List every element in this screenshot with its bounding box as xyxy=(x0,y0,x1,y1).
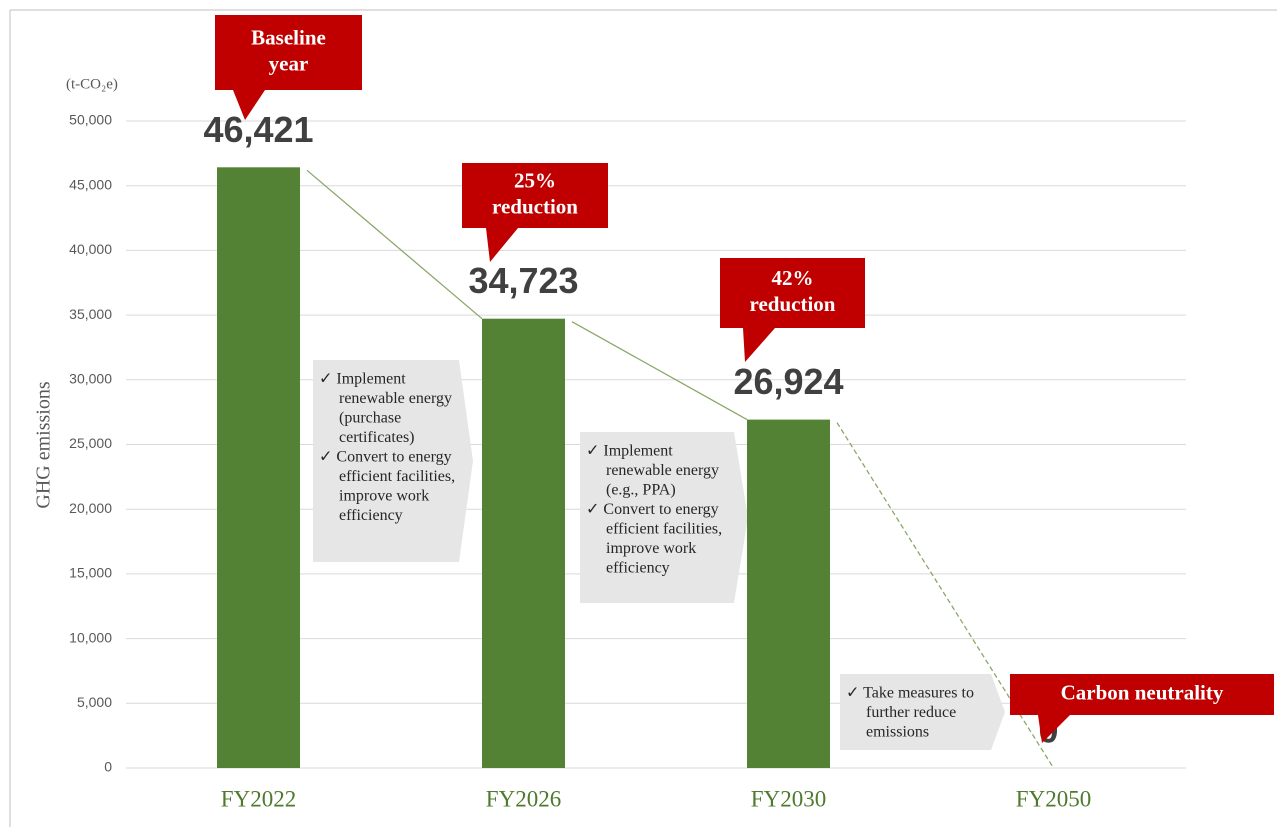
measure-text: emissions xyxy=(866,724,929,741)
unit-label: (t-CO₂e) xyxy=(66,76,118,92)
callout-box xyxy=(462,163,608,262)
callout-box xyxy=(720,258,865,362)
bar xyxy=(217,167,300,768)
y-tick-label: 50,000 xyxy=(69,112,112,128)
value-label: 46,421 xyxy=(203,109,313,150)
x-tick-label: FY2026 xyxy=(486,786,561,811)
y-tick-label: 35,000 xyxy=(69,306,112,322)
measure-text: renewable energy xyxy=(606,462,719,479)
callout-text: 42% xyxy=(772,266,814,290)
measure-text: ✓ Convert to energy xyxy=(586,501,719,518)
callout-box xyxy=(215,15,362,120)
bar xyxy=(482,318,565,768)
x-tick-label: FY2022 xyxy=(221,786,296,811)
measure-arrow xyxy=(580,432,748,603)
measure-text: improve work xyxy=(606,540,696,557)
measure-text: (e.g., PPA) xyxy=(606,482,676,499)
measure-text: ✓ Convert to energy xyxy=(319,449,452,466)
callout-text: Baseline xyxy=(251,25,326,49)
callout-text: Carbon neutrality xyxy=(1061,680,1224,704)
measure-text: improve work xyxy=(339,488,429,505)
bar xyxy=(747,419,830,768)
trend-line xyxy=(571,321,748,421)
x-tick-label: FY2050 xyxy=(1016,786,1091,811)
y-tick-label: 20,000 xyxy=(69,500,112,516)
measure-text: ✓ Take measures to xyxy=(846,685,974,702)
measure-arrow xyxy=(313,360,473,562)
measure-text: further reduce xyxy=(866,704,956,721)
measure-text: certificates) xyxy=(339,429,415,446)
measure-text: efficiency xyxy=(339,507,403,524)
y-tick-label: 25,000 xyxy=(69,435,112,451)
callout-text: 25% xyxy=(514,168,556,192)
value-label: 34,723 xyxy=(468,260,578,301)
trend-line xyxy=(306,169,483,320)
measure-text: efficient facilities, xyxy=(339,468,455,485)
measure-text: ✓ Implement xyxy=(319,371,406,388)
callout-text: year xyxy=(269,51,309,75)
y-tick-label: 40,000 xyxy=(69,241,112,257)
measure-text: efficient facilities, xyxy=(606,521,722,538)
measure-text: renewable energy xyxy=(339,390,452,407)
y-tick-label: 10,000 xyxy=(69,629,112,645)
x-tick-label: FY2030 xyxy=(751,786,826,811)
y-tick-label: 5,000 xyxy=(77,694,112,710)
y-tick-label: 15,000 xyxy=(69,565,112,581)
callout-text: reduction xyxy=(750,292,836,316)
value-label: 26,924 xyxy=(733,361,843,402)
y-axis-label: GHG emissions xyxy=(33,381,55,508)
measure-arrow xyxy=(840,674,1005,750)
y-tick-label: 30,000 xyxy=(69,371,112,387)
measure-text: ✓ Implement xyxy=(586,443,673,460)
y-tick-label: 0 xyxy=(104,759,112,775)
callout-text: reduction xyxy=(492,194,578,218)
measure-text: efficiency xyxy=(606,560,670,577)
callout-box xyxy=(1010,674,1274,743)
y-tick-label: 45,000 xyxy=(69,176,112,192)
measure-text: (purchase xyxy=(339,410,401,427)
